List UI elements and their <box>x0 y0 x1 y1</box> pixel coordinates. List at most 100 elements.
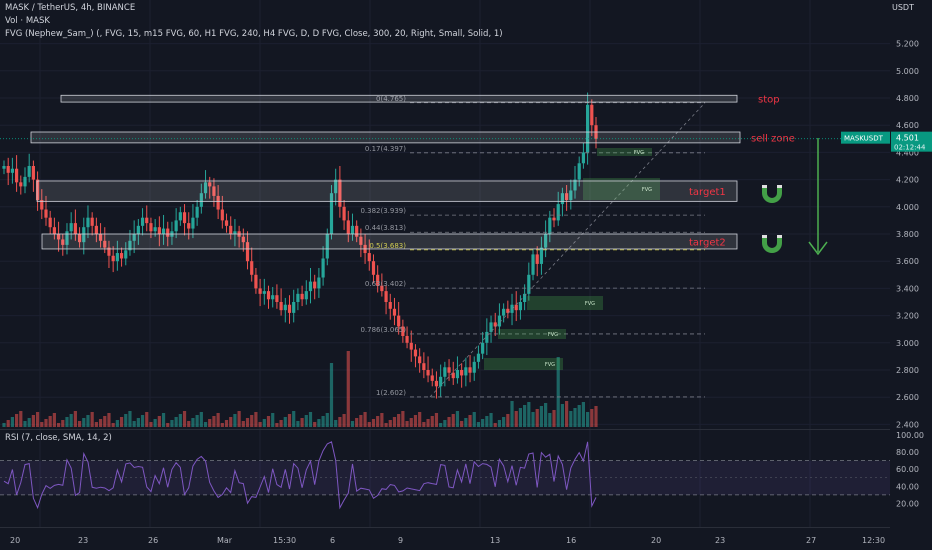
rsi-tick-label: 20.00 <box>896 499 919 508</box>
fib-level-label: 1(2.602) <box>376 389 406 397</box>
time-tick-label: 23 <box>715 536 725 545</box>
candle-body <box>245 242 250 262</box>
volume-bar <box>191 418 195 427</box>
fib-level-label: 0.17(4.397) <box>365 145 406 153</box>
candle-body <box>174 220 178 232</box>
candle-body <box>220 209 224 221</box>
price-axis: 5.200 5.000 4.800 4.600 4.400 4.200 4.000 3.800… <box>896 40 919 430</box>
candle-body <box>287 304 292 313</box>
candle-body <box>19 182 23 187</box>
candle-body <box>409 342 413 350</box>
candle-body <box>69 223 73 232</box>
volume-bar <box>569 411 573 427</box>
candle-body <box>430 375 434 381</box>
volume-bar <box>166 423 170 427</box>
candle-body <box>544 234 548 248</box>
volume-bar <box>187 421 191 427</box>
price-tick-label: 4.400 <box>896 148 919 157</box>
candle-body <box>115 253 119 262</box>
candle-body <box>401 326 405 336</box>
volume-bar <box>304 415 308 427</box>
symbol-title[interactable]: MASK / TetherUS, 4h, BINANCE <box>5 3 136 13</box>
volume-bar <box>455 411 460 427</box>
volume-bar <box>77 421 82 427</box>
candle-body <box>397 315 401 327</box>
candle-body <box>586 104 590 153</box>
candle-body <box>451 372 455 379</box>
grid <box>0 0 890 527</box>
candle-body <box>224 220 229 226</box>
rsi-pane <box>0 441 890 510</box>
volume-bar <box>216 413 220 427</box>
candle-body <box>535 254 539 264</box>
volume-bar <box>254 412 258 427</box>
fvg-indicator-legend[interactable]: FVG (Nephew_Sam_) (, FVG, 15, m15 FVG, 6… <box>5 29 503 39</box>
candle-body <box>334 179 338 194</box>
price-tick-label: 5.200 <box>896 40 919 49</box>
rsi-legend[interactable]: RSI (7, close, SMA, 14, 2) <box>5 433 112 443</box>
rsi-tick-label: 40.00 <box>896 482 919 491</box>
volume-bar <box>233 414 237 427</box>
volume-bar <box>346 351 350 427</box>
magnet-tip <box>777 235 782 238</box>
volume-bar <box>241 421 245 427</box>
volume-bar <box>502 417 506 427</box>
volume-bar <box>581 402 586 427</box>
price-tick-label: 2.400 <box>896 420 919 429</box>
candle-body <box>296 293 300 302</box>
candle-body <box>376 274 380 286</box>
candle-body <box>82 227 86 243</box>
rsi-tick-label: 100.00 <box>896 431 924 440</box>
volume-bar <box>199 412 203 427</box>
volume-bar <box>145 412 149 427</box>
time-tick-label: 27 <box>806 536 816 545</box>
volume-bar <box>367 422 371 427</box>
magnet-shape <box>762 235 782 253</box>
volume-legend[interactable]: Vol · MASK <box>5 16 50 26</box>
volume-bar <box>313 422 317 427</box>
volume-bar <box>52 413 56 427</box>
volume-bar <box>523 405 527 427</box>
rsi-tick-label: 80.00 <box>896 448 919 457</box>
volume-bar <box>468 415 472 427</box>
candle-body <box>384 291 388 302</box>
volume-bar <box>300 418 304 427</box>
volume-bar <box>552 410 556 427</box>
fvg-box <box>498 329 566 339</box>
volume-bar <box>2 423 6 427</box>
volume-bar <box>413 415 418 427</box>
fvg-box <box>583 178 660 200</box>
volume-bar <box>401 411 405 427</box>
candle-body <box>233 231 237 234</box>
volume-bar <box>287 414 292 427</box>
fvg-box <box>527 296 603 310</box>
pane-divider[interactable] <box>0 429 890 430</box>
fvg-label: FVG <box>585 301 595 307</box>
stop-zone-box <box>60 94 738 103</box>
time-tick-label: Mar <box>217 536 233 545</box>
candle-body <box>136 225 140 234</box>
volume-bar <box>485 416 489 427</box>
candle-body <box>178 212 182 221</box>
fvg-label: FVG <box>642 187 652 193</box>
magnet-tip <box>777 185 782 188</box>
volume-bar <box>371 419 376 427</box>
volume-bar <box>397 414 401 427</box>
candle-body <box>367 253 371 262</box>
price-tag-bg <box>891 131 932 152</box>
fib-level-label: 0.5(3.683) <box>369 242 406 250</box>
candle-body <box>90 217 94 226</box>
volume-bar <box>418 412 422 427</box>
candle-body <box>304 291 308 300</box>
candle-body <box>476 353 481 362</box>
volume-bar <box>258 422 262 427</box>
candle-body <box>203 182 208 194</box>
candle-body <box>77 234 82 243</box>
volume-bar <box>392 417 397 427</box>
price-tick-label: 2.600 <box>896 393 919 402</box>
volume-bar <box>535 409 539 427</box>
magnet-shape <box>762 185 782 203</box>
candle-body <box>439 376 443 387</box>
